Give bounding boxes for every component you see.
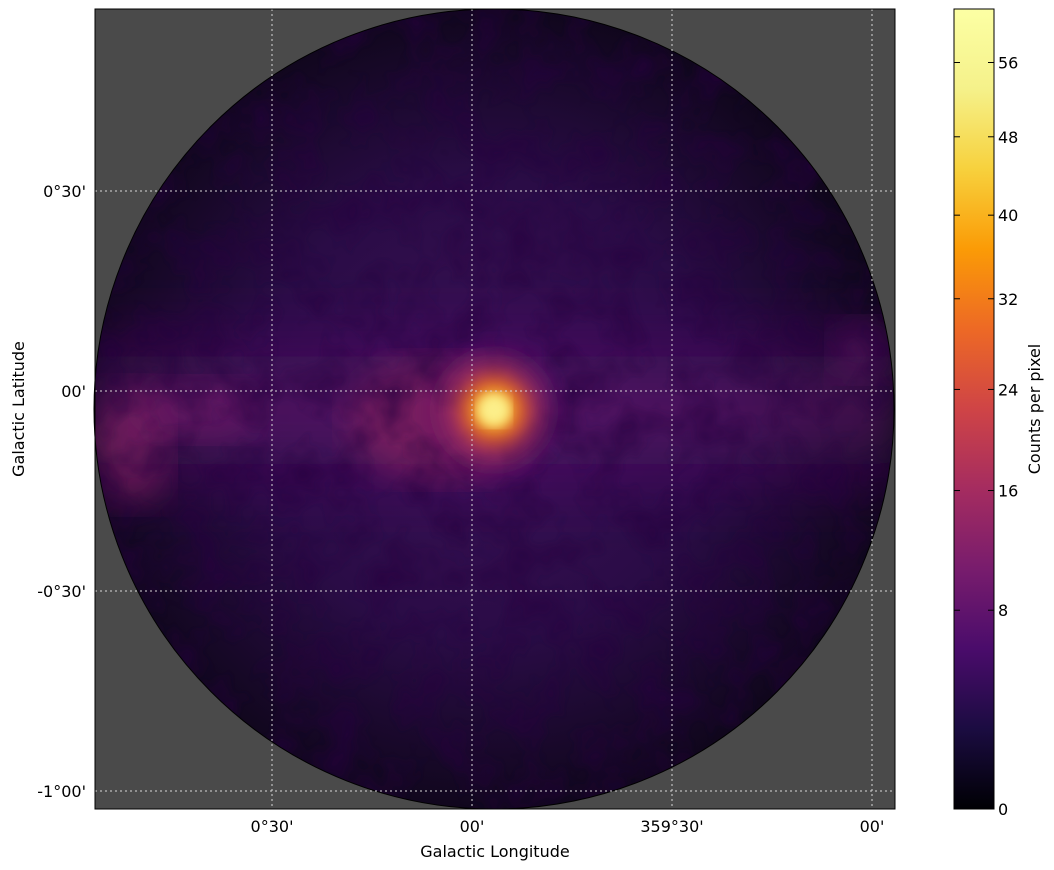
colorbar-tick-label: 32 — [998, 290, 1018, 309]
x-axis: 0°30' 00' 359°30' 00' Galactic Longitude — [251, 817, 885, 861]
y-tick-label: -0°30' — [37, 582, 86, 601]
colorbar-tick-label: 0 — [998, 800, 1008, 819]
colorbar-gradient — [953, 8, 995, 810]
colorbar-tick-label: 48 — [998, 128, 1018, 147]
plot-frame — [94, 8, 896, 810]
heatmap-image — [94, 9, 894, 809]
colorbar-tick-label: 16 — [998, 482, 1018, 501]
colorbar: 0 8 16 24 32 40 48 56 Counts per pixel — [953, 8, 1044, 819]
x-tick-label: 00' — [860, 817, 885, 836]
colorbar-tick-label: 24 — [998, 380, 1018, 399]
colorbar-tick-label: 8 — [998, 601, 1008, 620]
y-tick-label: 0°30' — [43, 182, 86, 201]
grid — [95, 9, 895, 809]
x-tick-label: 359°30' — [640, 817, 703, 836]
y-axis-label: Galactic Latitude — [9, 341, 28, 477]
y-tick-label: -1°00' — [37, 782, 86, 801]
colorbar-tick-label: 40 — [998, 206, 1018, 225]
colorbar-tick-label: 56 — [998, 53, 1018, 72]
colorbar-ticks: 0 8 16 24 32 40 48 56 — [954, 53, 1018, 819]
x-axis-label: Galactic Longitude — [420, 842, 569, 861]
x-tick-label: 00' — [460, 817, 485, 836]
x-tick-label: 0°30' — [251, 817, 294, 836]
y-tick-label: 00' — [61, 382, 86, 401]
y-axis: 0°30' 00' -0°30' -1°00' Galactic Latitud… — [9, 182, 86, 801]
colorbar-label: Counts per pixel — [1025, 344, 1044, 474]
